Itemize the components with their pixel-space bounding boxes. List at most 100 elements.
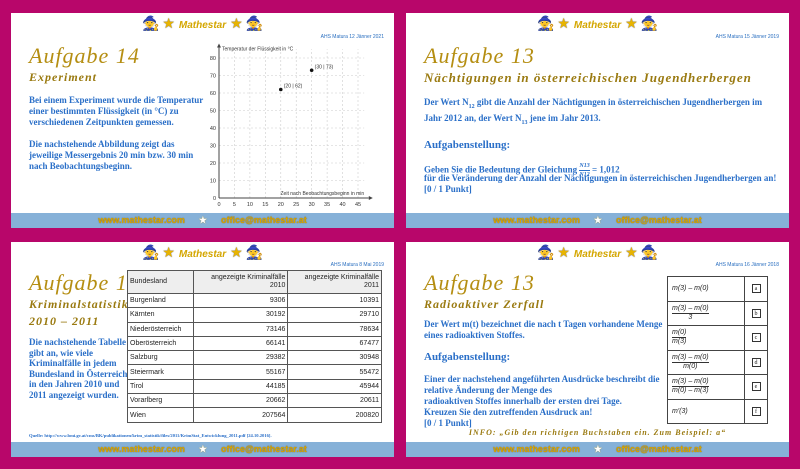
table-cell: 29710 <box>287 307 382 323</box>
table-cell: Steiermark <box>127 364 194 380</box>
star-icon: ★ <box>230 17 243 32</box>
table-cell: Tirol <box>127 378 194 395</box>
paragraph: Die nachstehende Tabelle gibt an, wie vi… <box>29 337 128 400</box>
option-checkbox[interactable]: e <box>751 382 761 392</box>
option-row: m(0) m(3) c <box>667 325 768 351</box>
column-header: angezeigte Kriminalfälle 2010 <box>192 270 289 294</box>
slide-aufgabe-13-radioaktiv[interactable]: 🧙 ★ Mathestar ★ 🧙 AHS Matura 16 Jänner 201… <box>406 242 789 457</box>
slide-title: Aufgabe 13 <box>29 270 140 295</box>
wizard-icon: 🧙 <box>640 246 658 261</box>
table-cell: Niederösterreich <box>127 321 194 337</box>
table-cell: Oberösterreich <box>127 335 194 352</box>
email-link[interactable]: office@mathestar.at <box>220 444 307 454</box>
exam-date: AHS Matura 12 Jänner 2021 <box>320 34 384 40</box>
website-link[interactable]: www.mathestar.com <box>98 215 185 225</box>
wizard-icon: 🧙 <box>245 17 263 32</box>
slide-title: Aufgabe 13 <box>424 270 535 295</box>
star-icon: ★ <box>557 17 570 32</box>
wizard-icon: 🧙 <box>537 246 555 261</box>
brand-name: Mathestar <box>573 20 622 31</box>
x-axis-label: Zeit nach Beobachtungsbeginn in min <box>281 191 365 197</box>
slide-aufgabe-13-naechtigungen[interactable]: 🧙 ★ Mathestar ★ 🧙 AHS Matura 15 Jänner 201… <box>406 13 789 228</box>
y-tick-label: 80 <box>210 56 216 62</box>
y-tick-label: 60 <box>210 91 216 97</box>
table-cell: 67477 <box>287 335 382 352</box>
paragraph: Die nachstehende Abbildung zeigt das jew… <box>29 139 194 171</box>
email-link[interactable]: office@mathestar.at <box>220 215 307 225</box>
exam-date: AHS Matura 16 Jänner 2018 <box>715 262 779 268</box>
slide-title: Aufgabe 13 <box>424 43 535 68</box>
slide-aufgabe-14[interactable]: 🧙 ★ Mathestar ★ 🧙 AHS Matura 12 Jänner 202… <box>11 13 394 228</box>
y-tick-label: 50 <box>210 109 216 115</box>
option-checkbox[interactable]: f <box>751 406 761 416</box>
y-tick-label: 20 <box>210 161 216 167</box>
table-cell: 78634 <box>287 321 382 337</box>
table-cell: 200820 <box>287 407 382 423</box>
x-axis-arrow <box>368 196 373 200</box>
table-row: Oberösterreich 66141 67477 <box>127 335 382 352</box>
option-row: m(3) – m(0) 3 b <box>667 300 768 326</box>
mathestar-logo: 🧙 ★ Mathestar ★ 🧙 <box>11 15 394 35</box>
star-icon: ★ <box>557 246 570 261</box>
option-row: m(3) – m(0) a <box>667 276 768 302</box>
y-tick-label: 10 <box>210 179 216 185</box>
slide-subtitle: Kriminalstatistik <box>29 297 129 311</box>
table-cell: 20611 <box>287 393 382 409</box>
instruction-line: [0 / 1 Punkt] <box>424 418 472 428</box>
table-cell: 66141 <box>192 335 289 352</box>
brand-name: Mathestar <box>573 249 622 260</box>
mathestar-logo: 🧙 ★ Mathestar ★ 🧙 <box>11 244 394 264</box>
table-cell: 45944 <box>287 378 382 395</box>
slide-title: Aufgabe 14 <box>29 43 140 68</box>
table-row: Wien 207564 200820 <box>127 407 382 423</box>
table-cell: 207564 <box>192 407 289 423</box>
table-cell: 55167 <box>192 364 289 380</box>
option-checkbox[interactable]: d <box>751 357 761 367</box>
exam-date: AHS Matura 15 Jänner 2019 <box>715 34 779 40</box>
table-cell: 10391 <box>287 292 382 309</box>
footer-bar: www.mathestar.com ★ office@mathestar.at <box>11 442 394 457</box>
instruction-line: radioaktiven Stoffes innerhalb der erste… <box>424 396 622 406</box>
option-expression: m(3) – m(0) m(0) – m(3) <box>667 374 745 400</box>
star-icon: ★ <box>625 17 638 32</box>
slide-aufgabe-13-kriminalstatistik[interactable]: 🧙 ★ Mathestar ★ 🧙 AHS Matura 8 Mai 2019 Au… <box>11 242 394 457</box>
email-link[interactable]: office@mathestar.at <box>615 444 702 454</box>
table-cell: 9306 <box>192 292 289 309</box>
table-cell: Vorarlberg <box>127 393 194 409</box>
equation-text: Geben Sie die Bedeutung der Gleichung N1… <box>424 162 620 178</box>
instruction-line: relative Änderung der Menge des <box>424 385 553 395</box>
table-row: Salzburg 29382 30948 <box>127 350 382 366</box>
option-checkbox[interactable]: b <box>751 308 761 318</box>
table-cell: 30948 <box>287 350 382 366</box>
task-instructions: Einer der nachstehend angeführten Ausdrü… <box>424 374 664 429</box>
footer-bar: www.mathestar.com ★ office@mathestar.at <box>406 442 789 457</box>
instruction-line: Einer der nachstehend angeführten Ausdrü… <box>424 374 660 384</box>
crime-statistics-table: Bundesland angezeigte Kriminalfälle 2010 a… <box>127 270 382 423</box>
paragraph: Der Wert m(t) bezeichnet die nach t Tage… <box>424 319 663 340</box>
data-point-label: (30 | 73) <box>315 64 334 70</box>
paragraph: für die Veränderung der Anzahl der Nächt… <box>424 173 777 183</box>
y-tick-label: 70 <box>210 74 216 80</box>
website-link[interactable]: www.mathestar.com <box>98 444 185 454</box>
data-point <box>278 87 283 92</box>
option-row: m(3) – m(0) m(0) – m(3) e <box>667 374 768 400</box>
website-link[interactable]: www.mathestar.com <box>493 444 580 454</box>
wizard-icon: 🧙 <box>142 246 160 261</box>
email-link[interactable]: office@mathestar.at <box>615 215 702 225</box>
x-tick-label: 45 <box>355 202 361 208</box>
table-cell: 29382 <box>192 350 289 366</box>
option-expression: m(0) m(3) <box>667 325 745 351</box>
star-icon: ★ <box>162 17 175 32</box>
x-tick-label: 15 <box>262 202 268 208</box>
x-tick-label: 0 <box>217 202 220 208</box>
website-link[interactable]: www.mathestar.com <box>493 215 580 225</box>
option-expression: m(3) – m(0) 3 <box>667 300 745 326</box>
option-checkbox[interactable]: c <box>751 333 761 343</box>
slide-subtitle: Radioaktiver Zerfall <box>424 297 545 311</box>
mathestar-logo: 🧙 ★ Mathestar ★ 🧙 <box>406 244 789 264</box>
source-citation: Quelle: http://www.bmi.gv.at/cms/BK/publ… <box>29 433 272 438</box>
column-header: Bundesland <box>127 270 194 294</box>
option-checkbox[interactable]: a <box>751 284 761 294</box>
star-icon: ★ <box>593 444 602 454</box>
option-expression: m(3) – m(0) m(0) <box>667 349 745 375</box>
